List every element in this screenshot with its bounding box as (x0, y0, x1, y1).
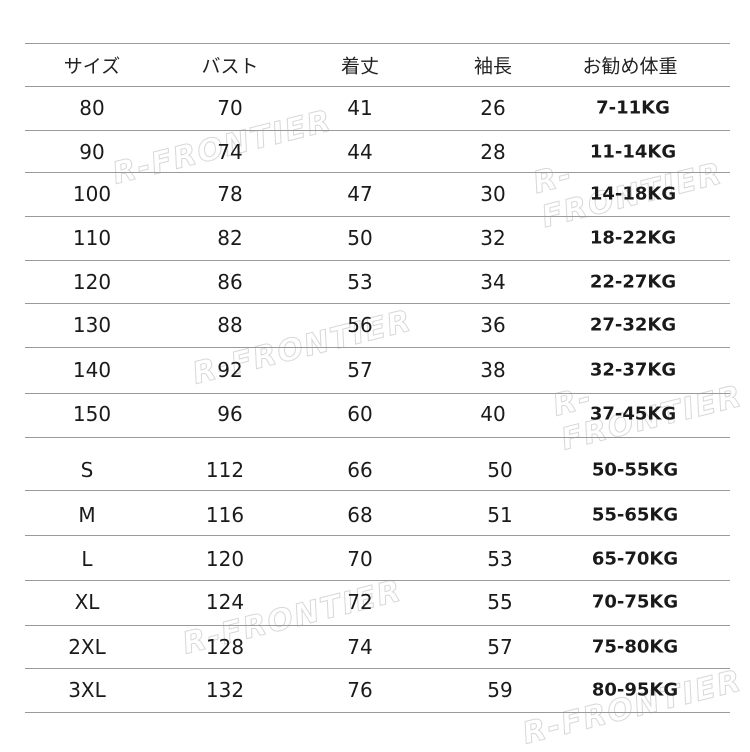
length-cell: 44 (347, 140, 373, 164)
size-cell: M (78, 503, 96, 527)
weight-cell: 18-22KG (589, 227, 677, 249)
sleeve-cell: 36 (480, 313, 506, 337)
bust-cell: 88 (217, 313, 243, 337)
length-cell: 着丈 (340, 55, 380, 78)
row-divider (25, 43, 730, 44)
size-cell: 90 (79, 140, 105, 164)
sleeve-cell: 53 (487, 547, 513, 571)
bust-cell: 82 (217, 226, 243, 250)
weight-cell: 50-55KG (591, 459, 679, 481)
weight-cell: 7-11KG (596, 97, 670, 119)
length-cell: 53 (347, 270, 373, 294)
sleeve-cell: 51 (487, 503, 513, 527)
length-cell: 72 (347, 590, 373, 614)
length-cell: 70 (347, 547, 373, 571)
length-cell: 47 (347, 182, 373, 206)
length-cell: 50 (347, 226, 373, 250)
length-cell: 74 (347, 635, 373, 659)
weight-cell: 55-65KG (591, 504, 679, 526)
bust-cell: 96 (217, 402, 243, 426)
bust-cell: 70 (217, 96, 243, 120)
length-cell: 56 (347, 313, 373, 337)
size-cell: L (81, 547, 93, 571)
bust-cell: バスト (201, 55, 259, 78)
bust-cell: 112 (205, 458, 245, 482)
length-cell: 57 (347, 358, 373, 382)
sleeve-cell: 57 (487, 635, 513, 659)
weight-cell: 70-75KG (591, 591, 679, 613)
sleeve-cell: 40 (480, 402, 506, 426)
weight-cell: 80-95KG (591, 679, 679, 701)
row-divider (25, 347, 730, 348)
size-cell: 110 (72, 226, 112, 250)
sleeve-cell: 50 (487, 458, 513, 482)
sleeve-cell: 28 (480, 140, 506, 164)
size-cell: 3XL (68, 678, 106, 702)
bust-cell: 78 (217, 182, 243, 206)
sleeve-cell: 袖長 (473, 55, 513, 78)
size-cell: 150 (72, 402, 112, 426)
weight-cell: お勧め体重 (582, 55, 678, 78)
row-divider (25, 668, 730, 669)
row-divider (25, 712, 730, 713)
sleeve-cell: 38 (480, 358, 506, 382)
length-cell: 41 (347, 96, 373, 120)
weight-cell: 65-70KG (591, 548, 679, 570)
row-divider (25, 303, 730, 304)
size-cell: 80 (79, 96, 105, 120)
size-cell: 100 (72, 182, 112, 206)
bust-cell: 132 (205, 678, 245, 702)
row-divider (25, 216, 730, 217)
size-cell: XL (74, 590, 100, 614)
weight-cell: 27-32KG (589, 314, 677, 336)
sleeve-cell: 30 (480, 182, 506, 206)
weight-cell: 37-45KG (589, 403, 677, 425)
row-divider (25, 393, 730, 394)
bust-cell: 120 (205, 547, 245, 571)
size-cell: S (80, 458, 94, 482)
length-cell: 76 (347, 678, 373, 702)
sleeve-cell: 55 (487, 590, 513, 614)
watermark: R-FRONTIER (519, 663, 747, 752)
length-cell: 66 (347, 458, 373, 482)
sleeve-cell: 34 (480, 270, 506, 294)
weight-cell: 32-37KG (589, 359, 677, 381)
bust-cell: 116 (205, 503, 245, 527)
row-divider (25, 490, 730, 491)
size-cell: サイズ (63, 55, 121, 78)
length-cell: 68 (347, 503, 373, 527)
sleeve-cell: 59 (487, 678, 513, 702)
row-divider (25, 437, 730, 438)
bust-cell: 74 (217, 140, 243, 164)
row-divider (25, 130, 730, 131)
row-divider (25, 625, 730, 626)
bust-cell: 92 (217, 358, 243, 382)
row-divider (25, 580, 730, 581)
weight-cell: 22-27KG (589, 271, 677, 293)
sleeve-cell: 26 (480, 96, 506, 120)
length-cell: 60 (347, 402, 373, 426)
size-cell: 120 (72, 270, 112, 294)
size-cell: 140 (72, 358, 112, 382)
row-divider (25, 535, 730, 536)
bust-cell: 86 (217, 270, 243, 294)
size-cell: 130 (72, 313, 112, 337)
bust-cell: 124 (205, 590, 245, 614)
weight-cell: 11-14KG (589, 141, 677, 163)
size-cell: 2XL (68, 635, 106, 659)
sleeve-cell: 32 (480, 226, 506, 250)
weight-cell: 14-18KG (589, 183, 677, 205)
row-divider (25, 86, 730, 87)
row-divider (25, 260, 730, 261)
bust-cell: 128 (205, 635, 245, 659)
row-divider (25, 172, 730, 173)
weight-cell: 75-80KG (591, 636, 679, 658)
